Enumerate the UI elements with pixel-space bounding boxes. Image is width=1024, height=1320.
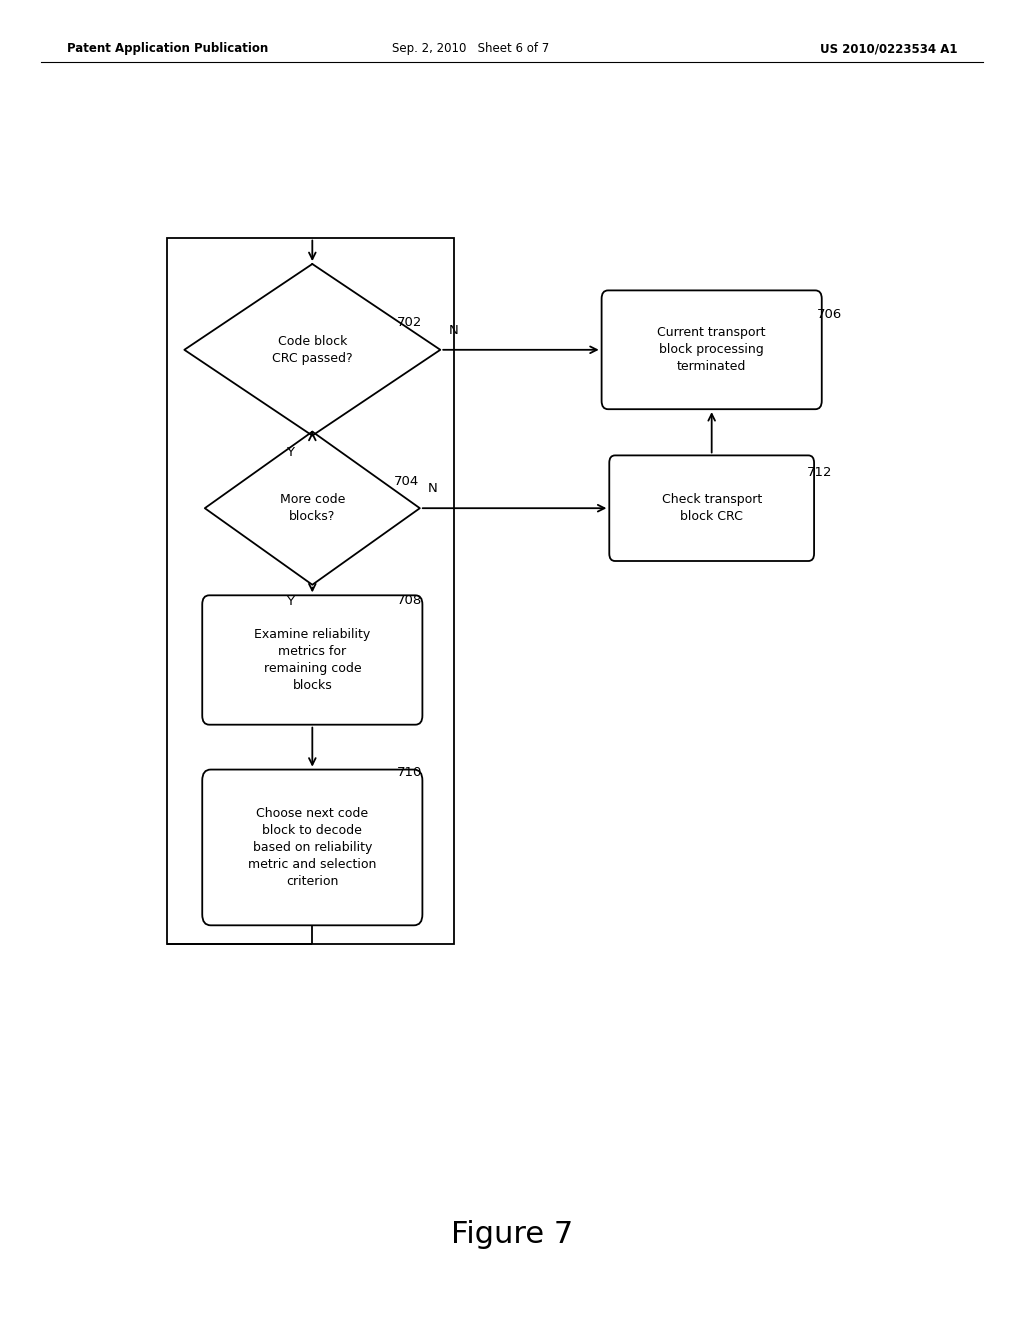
Text: 706: 706 [817, 308, 843, 321]
Text: Sep. 2, 2010   Sheet 6 of 7: Sep. 2, 2010 Sheet 6 of 7 [392, 42, 550, 55]
Text: Code block
CRC passed?: Code block CRC passed? [272, 335, 352, 364]
Text: 712: 712 [807, 466, 833, 479]
Text: 702: 702 [397, 315, 423, 329]
Text: Choose next code
block to decode
based on reliability
metric and selection
crite: Choose next code block to decode based o… [248, 807, 377, 888]
Text: US 2010/0223534 A1: US 2010/0223534 A1 [820, 42, 957, 55]
FancyBboxPatch shape [609, 455, 814, 561]
Text: Y: Y [286, 595, 294, 609]
Text: Y: Y [286, 446, 294, 459]
Text: Figure 7: Figure 7 [451, 1220, 573, 1249]
Text: N: N [428, 482, 438, 495]
Text: 710: 710 [397, 766, 423, 779]
Text: Current transport
block processing
terminated: Current transport block processing termi… [657, 326, 766, 374]
Text: 708: 708 [397, 594, 423, 607]
Text: 704: 704 [394, 475, 420, 488]
Text: Check transport
block CRC: Check transport block CRC [662, 494, 762, 523]
Text: More code
blocks?: More code blocks? [280, 494, 345, 523]
Bar [167, 238, 454, 944]
FancyBboxPatch shape [203, 770, 422, 925]
Text: Examine reliability
metrics for
remaining code
blocks: Examine reliability metrics for remainin… [254, 628, 371, 692]
Text: N: N [449, 323, 459, 337]
Text: Patent Application Publication: Patent Application Publication [67, 42, 268, 55]
FancyBboxPatch shape [601, 290, 821, 409]
FancyBboxPatch shape [203, 595, 422, 725]
